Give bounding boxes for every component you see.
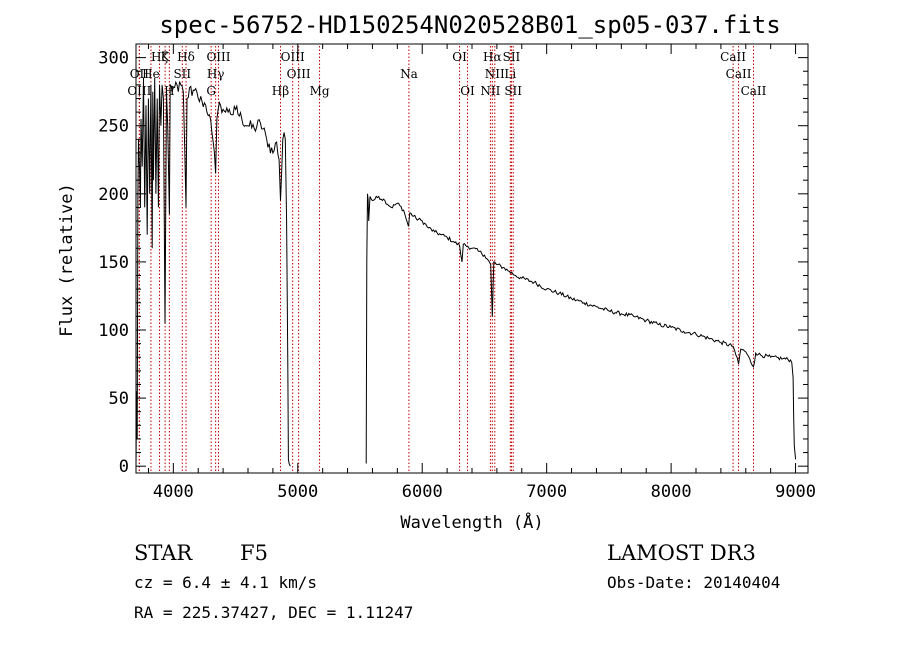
y-tick-label: 300 — [98, 49, 129, 69]
x-tick-label: 8000 — [651, 482, 692, 502]
y-tick-label: 200 — [98, 185, 129, 205]
line-label: SII — [504, 84, 522, 98]
y-axis-label: Flux (relative) — [57, 183, 77, 337]
obs-date: Obs-Date: 20140404 — [607, 573, 780, 592]
line-label: OI — [452, 50, 467, 64]
line-label: Mg — [310, 84, 330, 98]
survey-name: LAMOST DR3 — [607, 541, 756, 565]
y-tick-label: 50 — [109, 389, 129, 409]
x-tick-label: 4000 — [153, 482, 194, 502]
x-tick-label: 6000 — [402, 482, 443, 502]
coordinates: RA = 225.37427, DEC = 1.11247 — [134, 603, 413, 622]
line-label: H — [164, 84, 174, 98]
line-label: CaII — [720, 50, 746, 64]
line-label: SII — [503, 50, 521, 64]
line-label: Hζ — [151, 50, 168, 64]
y-tick-label: 100 — [98, 321, 129, 341]
line-label: OII — [130, 67, 150, 81]
redshift-cz: cz = 6.4 ± 4.1 km/s — [134, 573, 317, 592]
spectrum-line-blue — [135, 77, 291, 467]
line-label: CaII — [741, 84, 767, 98]
spectrum-line-red — [365, 193, 797, 464]
line-label: Hδ — [177, 50, 195, 64]
line-label: CaII — [726, 67, 752, 81]
x-tick-label: 9000 — [775, 482, 816, 502]
line-label: K — [161, 50, 171, 64]
line-label: He — [142, 67, 160, 81]
line-label: OIII — [287, 67, 311, 81]
y-tick-label: 0 — [119, 457, 129, 477]
x-tick-label: 5000 — [277, 482, 318, 502]
x-axis-ticks: 4000 5000 6000 7000 8000 9000 — [147, 44, 816, 502]
object-class: STAR — [134, 541, 193, 565]
y-tick-label: 250 — [98, 117, 129, 137]
y-axis-ticks: 0 50 100 150 200 250 300 — [98, 49, 808, 477]
chart-title: spec-56752-HD150254N020528B01_sp05-037.f… — [159, 11, 780, 39]
line-label: Hγ — [207, 67, 225, 81]
x-axis-label: Wavelength (Å) — [400, 511, 543, 533]
line-label: Hα — [483, 50, 502, 64]
line-label: Na — [400, 67, 418, 81]
y-tick-label: 150 — [98, 253, 129, 273]
object-subclass: F5 — [240, 541, 268, 565]
line-markers — [138, 46, 754, 473]
line-label: G — [206, 84, 216, 98]
line-label: OI — [460, 84, 475, 98]
line-label: Li — [504, 67, 516, 81]
line-label: NII — [485, 67, 505, 81]
x-tick-label: 7000 — [526, 482, 567, 502]
line-label: Hβ — [272, 84, 289, 98]
line-label: OIII — [127, 84, 151, 98]
line-label: NII — [480, 84, 500, 98]
line-label: OIII — [206, 50, 230, 64]
line-label: SII — [173, 67, 191, 81]
line-label: OIII — [281, 50, 305, 64]
